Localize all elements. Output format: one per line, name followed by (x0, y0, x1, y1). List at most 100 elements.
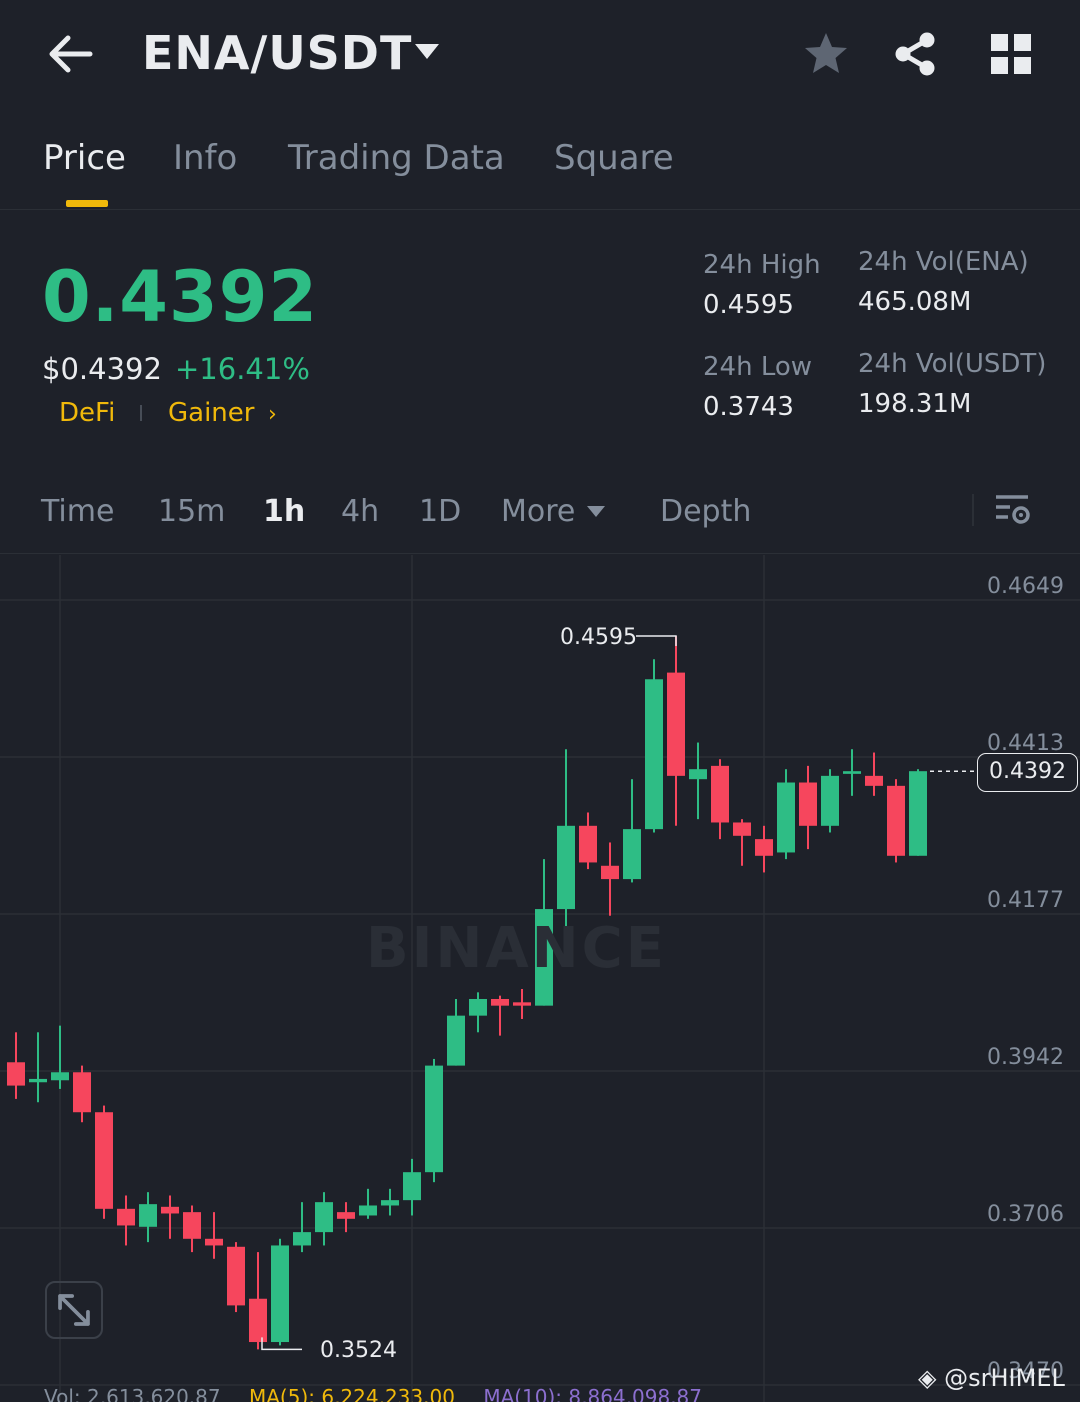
candle-body (535, 909, 553, 1006)
vol-quote-value: 198.31M (858, 389, 972, 419)
watermark: BINANCE (366, 916, 667, 981)
candle-body (227, 1246, 245, 1306)
expand-icon[interactable] (45, 1281, 103, 1339)
candle-body (689, 769, 707, 780)
candle-body (117, 1208, 135, 1226)
interval-depth[interactable]: Depth (660, 494, 752, 529)
candle-body (755, 839, 773, 856)
interval-1h[interactable]: 1h (263, 494, 306, 529)
candle-body (469, 998, 487, 1016)
tag-divider (140, 405, 142, 421)
tag-defi[interactable]: DeFi (59, 398, 116, 428)
interval-bar: Time 15m 1h 4h 1D More Depth (0, 470, 1080, 554)
candle-body (95, 1112, 113, 1209)
low-24h-value: 0.3743 (703, 392, 794, 422)
candle-body (513, 1002, 531, 1006)
top-bar: ENA/USDT (0, 0, 1080, 110)
candle-body (7, 1062, 25, 1086)
high-24h-label: 24h High (703, 250, 821, 280)
favorite-star-icon[interactable] (802, 30, 850, 78)
credit-text: @srHIMEL (944, 1364, 1065, 1392)
back-arrow-icon[interactable] (44, 28, 96, 80)
price-change-percent: +16.41% (175, 352, 310, 386)
interval-15m[interactable]: 15m (158, 494, 226, 529)
candle-body (491, 998, 509, 1006)
chevron-right-icon[interactable]: › (268, 402, 277, 427)
high-marker-line (636, 635, 677, 646)
pair-title[interactable]: ENA/USDT (142, 26, 413, 80)
tab-price[interactable]: Price (43, 138, 126, 178)
share-icon[interactable] (892, 30, 938, 78)
tag-gainer[interactable]: Gainer (168, 398, 255, 428)
candle-body (161, 1206, 179, 1214)
chart-settings-icon[interactable] (994, 492, 1032, 528)
candle-body (205, 1238, 223, 1246)
interval-divider (972, 494, 974, 526)
volume-legend: Vol: 2,613,620.87 MA(5): 6,224,233.00 MA… (44, 1385, 702, 1402)
candle-body (403, 1172, 421, 1201)
last-price: 0.4392 (42, 256, 319, 338)
candle-body (711, 765, 729, 823)
candle-body (249, 1298, 267, 1343)
candle-body (381, 1200, 399, 1206)
low-24h-label: 24h Low (703, 352, 813, 382)
axis-tick-1: 0.4413 (987, 731, 1064, 756)
vol-base-value: 465.08M (858, 287, 972, 317)
candle-body (29, 1078, 47, 1083)
candle-body (557, 825, 575, 910)
candle-body (447, 1015, 465, 1066)
candle-body (51, 1072, 69, 1081)
tab-info[interactable]: Info (173, 138, 238, 178)
candle-body (645, 679, 663, 830)
ma10-value: MA(10): 8,864,098.87 (483, 1385, 702, 1402)
ma5-value: MA(5): 6,224,233.00 (248, 1385, 455, 1402)
binance-logo-icon: ◈ (918, 1364, 937, 1392)
candle-body (293, 1232, 311, 1246)
candle-body (777, 782, 795, 853)
active-tab-indicator (66, 200, 108, 207)
high-marker-label: 0.4595 (560, 625, 637, 650)
axis-tick-0: 0.4649 (987, 574, 1064, 599)
interval-1d[interactable]: 1D (419, 494, 462, 529)
interval-4h[interactable]: 4h (341, 494, 380, 529)
tab-trading-data[interactable]: Trading Data (288, 138, 505, 178)
candle-body (799, 782, 817, 826)
candle-body (909, 771, 927, 856)
candle-body (183, 1212, 201, 1239)
axis-tick-4: 0.3706 (987, 1202, 1064, 1227)
current-price-tag: 0.4392 (977, 753, 1078, 792)
candle-body (425, 1065, 443, 1173)
candle-body (601, 865, 619, 880)
low-marker-line (261, 1337, 302, 1351)
vol-base-label: 24h Vol(ENA) (858, 247, 1029, 277)
candle-body (887, 785, 905, 856)
candle-body (315, 1202, 333, 1233)
candle-body (733, 822, 751, 836)
candle-body (821, 775, 839, 826)
axis-tick-3: 0.3942 (987, 1045, 1064, 1070)
grid-menu-icon[interactable] (990, 33, 1032, 75)
price-chart[interactable]: 0.4649 0.4413 0.4177 0.3942 0.3706 0.347… (0, 555, 1080, 1402)
tab-square[interactable]: Square (554, 138, 674, 178)
candle-body (623, 829, 641, 880)
usd-price: $0.4392 (42, 352, 162, 386)
more-dropdown-icon[interactable] (586, 505, 606, 519)
candle-body (579, 825, 597, 863)
vol-value: Vol: 2,613,620.87 (44, 1385, 221, 1402)
candle-body (73, 1072, 91, 1113)
low-marker-label: 0.3524 (320, 1338, 397, 1363)
axis-tick-5: 0.3470 (987, 1359, 1064, 1384)
interval-more[interactable]: More (501, 494, 576, 529)
candle-body (865, 775, 883, 786)
candle-body (139, 1204, 157, 1227)
pair-dropdown-icon[interactable] (414, 40, 440, 64)
candle-body (271, 1245, 289, 1343)
candle-body (337, 1212, 355, 1219)
candle-body (667, 672, 685, 776)
candle-body (843, 771, 861, 774)
interval-time[interactable]: Time (41, 494, 115, 529)
high-24h-value: 0.4595 (703, 290, 794, 320)
main-tabs: Price Info Trading Data Square (0, 130, 1080, 210)
vol-quote-label: 24h Vol(USDT) (858, 349, 1047, 379)
candlestick-chart (0, 555, 1080, 1402)
